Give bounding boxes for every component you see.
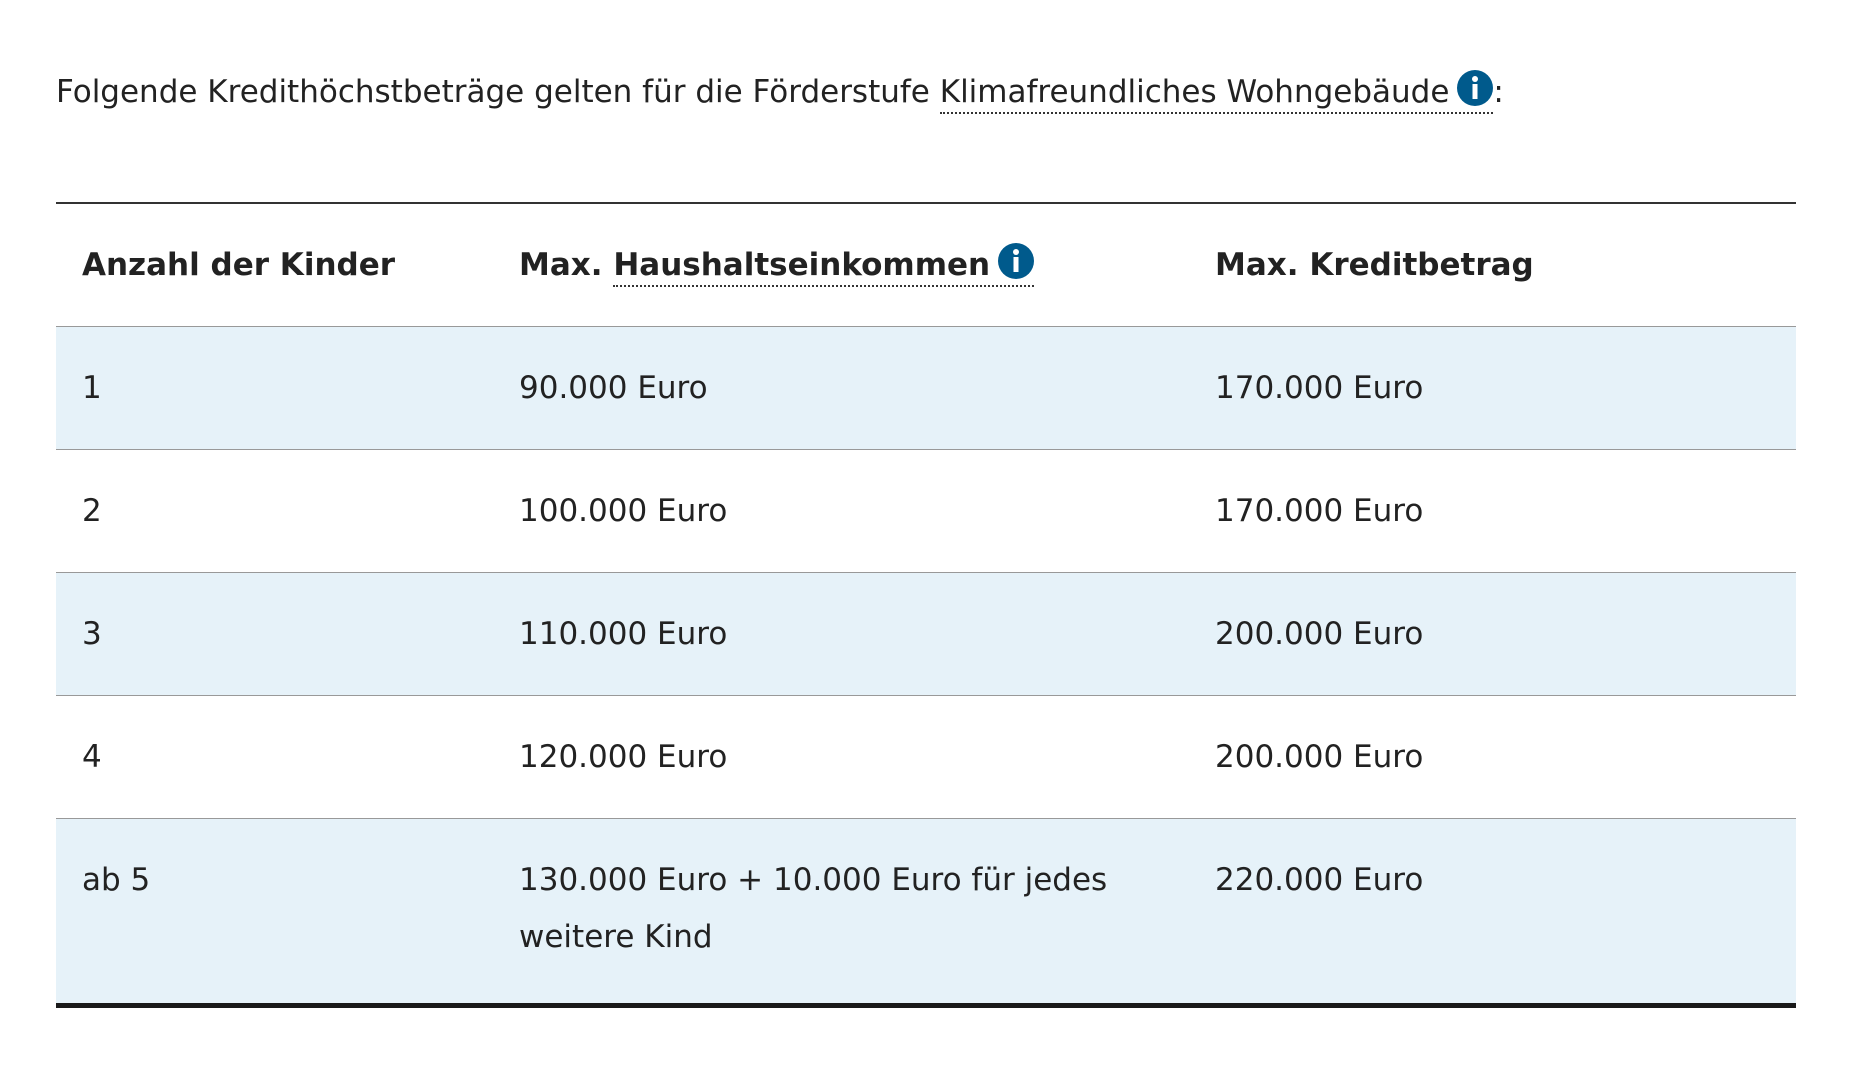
table-cell: 170.000 Euro — [1189, 325, 1796, 449]
cell-text: 3 — [82, 615, 102, 652]
cell-text: 200.000 Euro — [1215, 738, 1424, 775]
cell-text: 120.000 Euro — [519, 738, 728, 775]
intro-text: Folgende Kredithöchstbeträge gelten für … — [56, 74, 930, 110]
table-body: 1 90.000 Euro 170.000 Euro 2 100.000 Euro 170… — [56, 325, 1796, 1005]
table-cell: 1 — [56, 325, 493, 449]
cell-text: 110.000 Euro — [519, 615, 728, 652]
cell-text: 1 — [82, 369, 102, 406]
header-text: Max. — [519, 247, 603, 283]
cell-text: 220.000 Euro — [1215, 861, 1424, 898]
intro-suffix: : — [1493, 74, 1504, 110]
table-cell: 110.000 Euro — [493, 571, 1189, 695]
cell-text: 130.000 Euro + 10.000 Euro für jedes wei… — [519, 861, 1108, 955]
header-row: Anzahl der Kinder Max. Haushaltseinkomme… — [56, 203, 1796, 326]
header-cell: Max. Kreditbetrag — [1215, 247, 1534, 283]
table-cell: 3 — [56, 571, 493, 695]
cell-text: 2 — [82, 492, 102, 529]
cell-text: 170.000 Euro — [1215, 369, 1424, 406]
info-icon[interactable] — [1457, 70, 1494, 106]
link-text[interactable]: Klimafreundliches Wohngebäude — [939, 74, 1450, 110]
cell-text: 90.000 Euro — [519, 369, 708, 406]
table-cell: 90.000 Euro — [493, 325, 1189, 449]
table-cell: 130.000 Euro + 10.000 Euro für jedes wei… — [493, 817, 1189, 1005]
table-row: 3 110.000 Euro 200.000 Euro — [56, 571, 1796, 695]
glossary-link[interactable]: Klimafreundliches Wohngebäude — [939, 70, 1494, 114]
table-cell: 200.000 Euro — [1189, 571, 1796, 695]
link-text[interactable]: Haushaltseinkommen — [613, 247, 991, 283]
table-row: 2 100.000 Euro 170.000 Euro — [56, 448, 1796, 572]
table-cell: 220.000 Euro — [1189, 817, 1796, 1005]
table-cell: 2 — [56, 448, 493, 572]
table-cell: 200.000 Euro — [1189, 694, 1796, 818]
table-cell: 100.000 Euro — [493, 448, 1189, 572]
credit-table: Anzahl der Kinder Max. Haushaltseinkomme… — [56, 202, 1796, 1008]
cell-text: 170.000 Euro — [1215, 492, 1424, 529]
info-icon[interactable] — [998, 243, 1035, 279]
header-cell: Max. Haushaltseinkommen — [493, 203, 1189, 326]
table-cell: 170.000 Euro — [1189, 448, 1796, 572]
cell-text: 100.000 Euro — [519, 492, 728, 529]
header-cell: Anzahl der Kinder — [82, 247, 396, 283]
table-cell: 120.000 Euro — [493, 694, 1189, 818]
table-row: ab 5 130.000 Euro + 10.000 Euro für jedes… — [56, 817, 1796, 1005]
table-row: 1 90.000 Euro 170.000 Euro — [56, 325, 1796, 449]
table-cell: ab 5 — [56, 817, 493, 1005]
table-cell: 4 — [56, 694, 493, 818]
intro: Folgende Kredithöchstbeträge gelten für … — [56, 66, 1504, 118]
cell-text: 4 — [82, 738, 102, 775]
glossary-link[interactable]: Haushaltseinkommen — [613, 243, 1035, 287]
table-row: 4 120.000 Euro 200.000 Euro — [56, 694, 1796, 818]
table-head: Anzahl der Kinder Max. Haushaltseinkomme… — [56, 203, 1796, 326]
cell-text: ab 5 — [82, 861, 151, 898]
cell-text: 200.000 Euro — [1215, 615, 1424, 652]
